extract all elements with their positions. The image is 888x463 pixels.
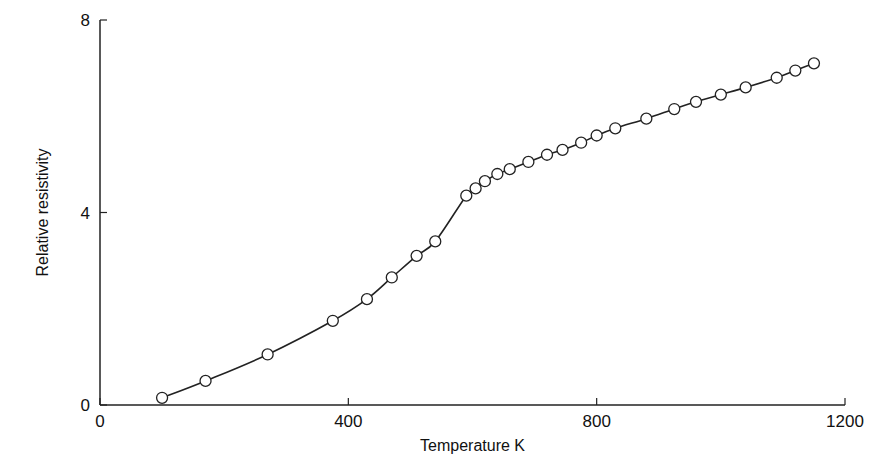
data-point — [790, 65, 801, 76]
data-point — [641, 113, 652, 124]
y-tick — [100, 19, 107, 20]
data-point — [157, 392, 168, 403]
x-axis-title: Temperature K — [420, 437, 525, 454]
x-tick — [348, 398, 349, 405]
data-point — [504, 164, 515, 175]
data-point — [200, 375, 211, 386]
x-tick — [844, 398, 845, 405]
data-point — [523, 156, 534, 167]
data-point — [327, 315, 338, 326]
data-point — [771, 72, 782, 83]
data-point — [262, 349, 273, 360]
y-axis-title: Relative resistivity — [34, 148, 51, 276]
data-point — [610, 123, 621, 134]
data-point — [576, 137, 587, 148]
y-tick-label: 4 — [81, 204, 90, 223]
data-point — [740, 82, 751, 93]
y-tick — [100, 212, 107, 213]
x-tick-label: 1200 — [826, 412, 864, 431]
data-point — [430, 236, 441, 247]
x-tick — [596, 398, 597, 405]
data-point — [470, 183, 481, 194]
chart: 0 400 800 1200 0 4 8 Temperature K Relative resi… — [0, 0, 888, 463]
data-point — [691, 96, 702, 107]
x-tick-label: 400 — [334, 412, 362, 431]
data-point — [411, 250, 422, 261]
x-tick — [99, 398, 100, 405]
data-point — [542, 149, 553, 160]
x-tick-label: 0 — [95, 412, 104, 431]
data-point — [492, 169, 503, 180]
y-tick-label: 0 — [81, 396, 90, 415]
plot-area — [157, 58, 820, 403]
data-point — [479, 176, 490, 187]
data-point — [557, 144, 568, 155]
data-line — [162, 63, 814, 397]
data-point — [361, 294, 372, 305]
background — [0, 0, 888, 463]
data-point — [669, 104, 680, 115]
data-point — [808, 58, 819, 69]
y-tick-label: 8 — [81, 11, 90, 30]
data-point — [591, 130, 602, 141]
data-point — [461, 190, 472, 201]
data-point — [386, 272, 397, 283]
data-point — [715, 89, 726, 100]
y-tick — [100, 404, 107, 405]
x-axis — [100, 404, 845, 406]
x-tick-label: 800 — [582, 412, 610, 431]
